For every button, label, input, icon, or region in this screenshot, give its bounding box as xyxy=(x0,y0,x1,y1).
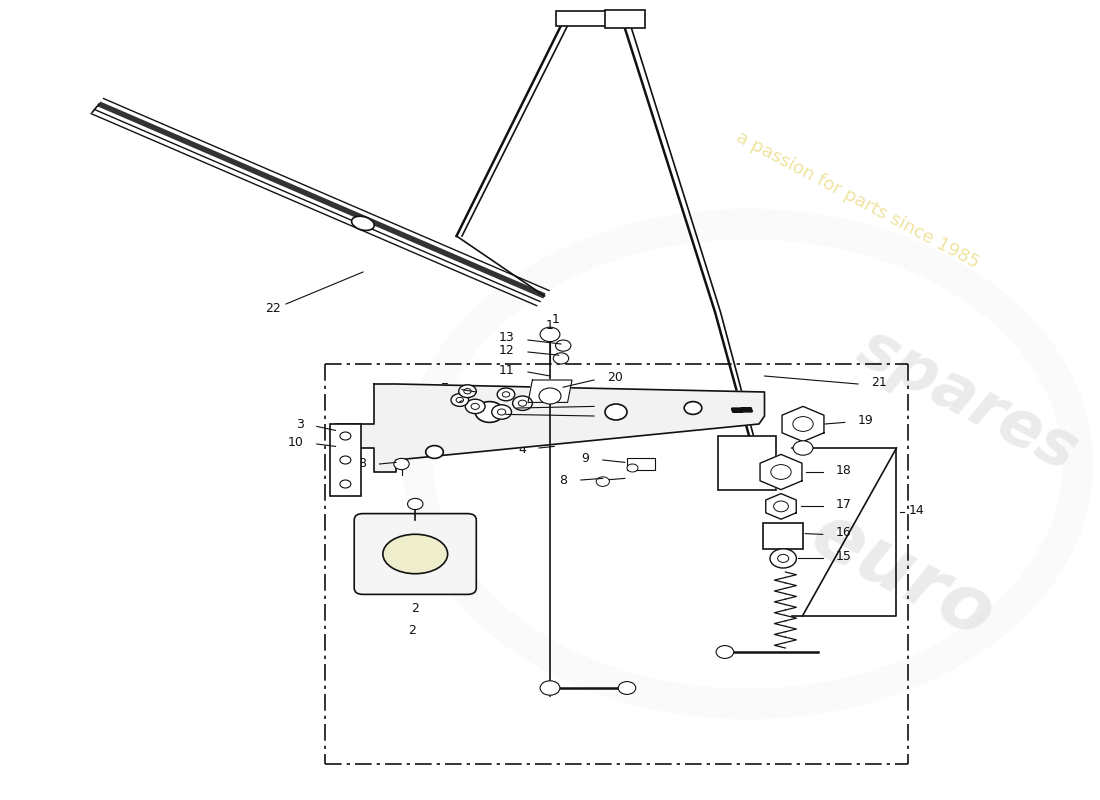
Circle shape xyxy=(340,456,351,464)
Circle shape xyxy=(492,405,512,419)
Text: 1: 1 xyxy=(546,319,554,332)
Circle shape xyxy=(540,327,560,342)
Circle shape xyxy=(605,404,627,420)
Circle shape xyxy=(684,402,702,414)
Circle shape xyxy=(451,394,469,406)
Text: 18: 18 xyxy=(836,464,851,477)
Circle shape xyxy=(771,465,791,479)
Circle shape xyxy=(503,392,509,397)
Circle shape xyxy=(540,681,560,695)
Text: 16: 16 xyxy=(836,526,851,539)
Text: 2: 2 xyxy=(408,624,417,637)
Text: 3: 3 xyxy=(296,418,304,430)
Circle shape xyxy=(340,480,351,488)
Polygon shape xyxy=(336,384,764,472)
Text: 1: 1 xyxy=(551,314,560,326)
Text: 21: 21 xyxy=(871,376,887,389)
Circle shape xyxy=(773,501,789,512)
Circle shape xyxy=(553,353,569,364)
FancyBboxPatch shape xyxy=(718,436,776,490)
Text: 20: 20 xyxy=(607,371,623,384)
Ellipse shape xyxy=(383,534,448,574)
Text: 15: 15 xyxy=(836,550,851,563)
Text: 7: 7 xyxy=(441,382,449,394)
Circle shape xyxy=(471,403,480,410)
Ellipse shape xyxy=(352,216,374,230)
Text: 13: 13 xyxy=(499,331,515,344)
Text: 2: 2 xyxy=(411,602,419,615)
Circle shape xyxy=(465,399,485,414)
Text: spares: spares xyxy=(848,316,1088,484)
Polygon shape xyxy=(766,494,796,519)
Circle shape xyxy=(497,388,515,401)
Circle shape xyxy=(426,446,443,458)
Circle shape xyxy=(618,682,636,694)
Text: 10: 10 xyxy=(288,436,304,449)
Circle shape xyxy=(394,458,409,470)
Circle shape xyxy=(497,409,506,415)
Circle shape xyxy=(518,400,527,406)
Text: 8: 8 xyxy=(560,474,568,486)
Polygon shape xyxy=(782,406,824,442)
Circle shape xyxy=(456,398,463,402)
FancyBboxPatch shape xyxy=(556,11,605,26)
Circle shape xyxy=(407,498,424,510)
FancyBboxPatch shape xyxy=(330,424,361,496)
Circle shape xyxy=(778,554,789,562)
Text: 19: 19 xyxy=(858,414,873,427)
Circle shape xyxy=(475,402,504,422)
Circle shape xyxy=(596,477,609,486)
Text: 22: 22 xyxy=(265,302,280,314)
Circle shape xyxy=(464,389,471,394)
Circle shape xyxy=(513,396,532,410)
Circle shape xyxy=(459,385,476,398)
Circle shape xyxy=(539,388,561,404)
Circle shape xyxy=(793,441,813,455)
Polygon shape xyxy=(760,454,802,490)
Text: 5: 5 xyxy=(607,398,615,411)
Circle shape xyxy=(770,549,796,568)
Text: a passion for parts since 1985: a passion for parts since 1985 xyxy=(734,128,982,272)
Text: 14: 14 xyxy=(909,504,924,517)
Circle shape xyxy=(716,646,734,658)
Text: 11: 11 xyxy=(499,364,515,377)
Polygon shape xyxy=(528,380,572,402)
Circle shape xyxy=(556,340,571,351)
FancyBboxPatch shape xyxy=(763,523,803,549)
Text: 4: 4 xyxy=(518,443,526,456)
FancyBboxPatch shape xyxy=(627,458,654,470)
Text: 12: 12 xyxy=(499,344,515,357)
Text: 9: 9 xyxy=(582,452,590,465)
Circle shape xyxy=(627,464,638,472)
Circle shape xyxy=(793,417,813,431)
FancyBboxPatch shape xyxy=(605,10,645,28)
Circle shape xyxy=(340,432,351,440)
Text: 4: 4 xyxy=(607,408,615,421)
Text: 8: 8 xyxy=(359,458,366,470)
Text: 17: 17 xyxy=(836,498,851,511)
FancyBboxPatch shape xyxy=(354,514,476,594)
Text: 6: 6 xyxy=(441,393,449,406)
Text: euro: euro xyxy=(798,498,1006,654)
